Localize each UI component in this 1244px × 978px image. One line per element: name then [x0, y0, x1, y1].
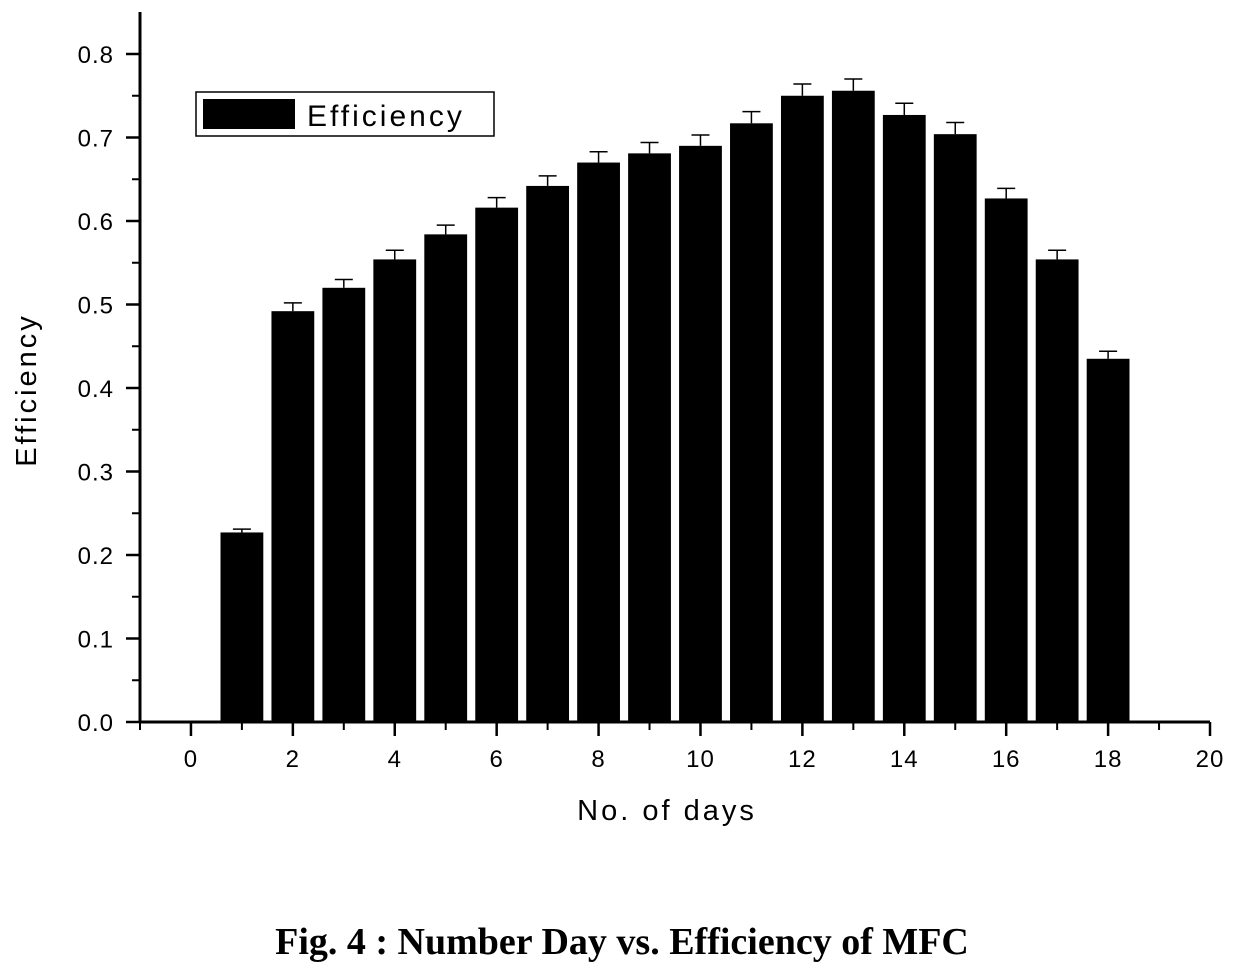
x-tick-label: 4: [388, 746, 402, 773]
bar: [882, 114, 926, 722]
x-tick-label: 18: [1094, 746, 1123, 773]
x-tick-label: 20: [1196, 746, 1225, 773]
y-tick-label: 0.5: [78, 293, 114, 320]
x-tick-label: 10: [686, 746, 715, 773]
y-tick-label: 0.4: [78, 376, 114, 403]
y-tick-label: 0.1: [78, 627, 114, 654]
bar: [984, 198, 1028, 722]
y-tick-label: 0.2: [78, 543, 114, 570]
y-tick-label: 0.3: [78, 460, 114, 487]
bar-chart: 0.0 0.1 0.2 0.3 0.4 0.5 0.6 0.7 0.8 0 2 4 6 8 10 12 14 16…: [11, 12, 1225, 827]
y-tick-label: 0.0: [78, 710, 114, 737]
bar: [577, 162, 620, 723]
bar: [780, 95, 824, 722]
bar: [271, 311, 315, 722]
bar: [730, 123, 773, 723]
x-tick-label: 0: [184, 746, 198, 773]
bar: [1035, 259, 1079, 722]
x-tick-label: 16: [992, 746, 1021, 773]
x-tick-label: 12: [788, 746, 817, 773]
bar: [628, 153, 671, 723]
bar: [475, 207, 519, 722]
x-tick-label: 6: [489, 746, 503, 773]
bar: [220, 532, 264, 722]
x-tick-label: 8: [591, 746, 605, 773]
legend-swatch: [203, 99, 295, 129]
legend-label: Efficiency: [307, 100, 465, 133]
x-tick-label: 2: [286, 746, 300, 773]
bar: [526, 185, 570, 722]
y-tick-label: 0.6: [78, 209, 114, 236]
y-axis-title: Efficiency: [11, 313, 43, 467]
bar: [933, 134, 977, 722]
bar: [322, 287, 366, 722]
bar: [679, 145, 722, 723]
bar: [424, 234, 468, 723]
chart-container: 0.0 0.1 0.2 0.3 0.4 0.5 0.6 0.7 0.8 0 2 4 6 8 10 12 14 16…: [11, 12, 1225, 827]
y-tick-label: 0.8: [78, 42, 114, 69]
bar: [831, 90, 875, 723]
y-tick-label: 0.7: [78, 126, 114, 153]
figure-caption: Fig. 4 : Number Day vs. Efficiency of MF…: [275, 921, 969, 963]
bar: [1086, 358, 1130, 722]
x-tick-label: 14: [890, 746, 919, 773]
x-axis-title: No. of days: [577, 795, 757, 827]
bar: [373, 259, 417, 722]
